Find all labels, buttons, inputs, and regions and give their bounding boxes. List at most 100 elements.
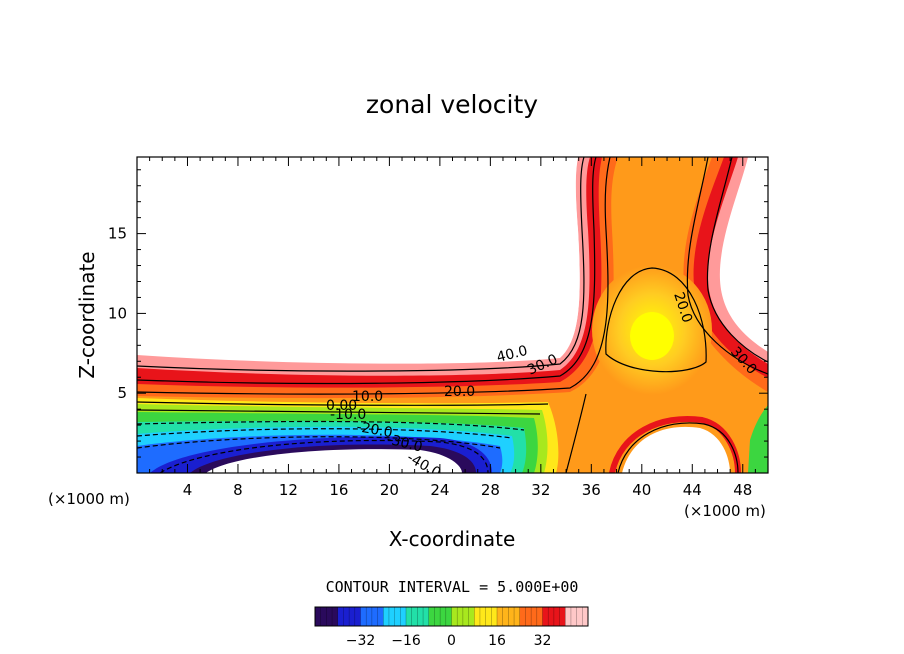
x-tick-label: 16 bbox=[329, 481, 348, 499]
contour-line-neg40 bbox=[159, 439, 489, 473]
colorbar-swatch bbox=[371, 607, 378, 626]
plot-area: 40.0 30.0 20.0 10.0 0.00 -10.0 -20.0 -30… bbox=[137, 157, 768, 473]
colorbar-swatch bbox=[479, 607, 487, 626]
colorbar-swatch bbox=[502, 607, 509, 626]
colorbar-swatch bbox=[434, 607, 441, 626]
contour-line-neg30 bbox=[137, 436, 501, 449]
right-edge-green bbox=[748, 405, 768, 473]
colorbar-swatch bbox=[366, 607, 373, 626]
contour-line-right-30 bbox=[686, 157, 768, 375]
colorbar-tick-label: −32 bbox=[346, 633, 376, 649]
x-tick-label: 32 bbox=[531, 481, 550, 499]
colorbar-swatch bbox=[519, 607, 526, 626]
x-axis: 4 8 12 16 20 24 28 32 36 40 44 48 bbox=[149, 157, 756, 499]
contour-line-mid-20 bbox=[565, 393, 587, 473]
colorbar-swatch bbox=[400, 607, 407, 626]
x-tick-label: 20 bbox=[380, 481, 399, 499]
colorbar-swatch bbox=[337, 607, 344, 626]
x-tick-label: 28 bbox=[481, 481, 500, 499]
jet-band-light-orange bbox=[137, 157, 768, 473]
upper-left-blank bbox=[137, 157, 580, 362]
contour-label: -10.0 bbox=[330, 407, 366, 423]
contour-line-right-40 bbox=[706, 157, 768, 363]
colorbar: −32 −16 0 16 32 bbox=[314, 606, 589, 649]
colorbar-swatch bbox=[445, 607, 452, 626]
colorbar-swatch bbox=[553, 607, 560, 626]
colorbar-swatch bbox=[428, 607, 435, 626]
contour-label: 10.0 bbox=[352, 389, 383, 405]
x-tick-label: 24 bbox=[430, 481, 449, 499]
contour-line-40 bbox=[137, 157, 585, 372]
right-core-blank bbox=[622, 426, 730, 473]
colorbar-swatch bbox=[354, 607, 361, 626]
colorbar-swatch bbox=[451, 607, 458, 626]
contour-line-30 bbox=[137, 157, 597, 385]
x-tick-label: 4 bbox=[183, 481, 193, 499]
colorbar-swatch bbox=[343, 607, 350, 626]
colorbar-swatch bbox=[559, 607, 566, 626]
colorbar-swatch bbox=[377, 607, 384, 626]
chart-title: zonal velocity bbox=[366, 90, 538, 119]
colorbar-swatch bbox=[485, 607, 492, 626]
contour-line-20 bbox=[137, 157, 611, 395]
colorbar-swatch bbox=[411, 607, 418, 626]
colorbar-swatch bbox=[417, 607, 424, 626]
colorbar-swatch bbox=[462, 607, 469, 626]
contour-label: -20.0 bbox=[355, 419, 393, 441]
colorbar-swatch bbox=[536, 607, 543, 626]
y-tick-label: 10 bbox=[108, 304, 127, 322]
x-unit-left: (×1000 m) bbox=[48, 490, 130, 508]
colorbar-swatch bbox=[514, 607, 521, 626]
x-axis-label: X-coordinate bbox=[389, 527, 516, 551]
colorbar-swatch bbox=[468, 607, 475, 626]
colorbar-swatch bbox=[320, 607, 327, 626]
colorbar-swatch bbox=[388, 607, 396, 626]
colorbar-swatch bbox=[315, 607, 322, 626]
colorbar-swatch bbox=[349, 607, 356, 626]
colorbar-swatch bbox=[383, 607, 390, 626]
colorbar-swatch bbox=[406, 607, 413, 626]
colorbar-tick-label: −16 bbox=[391, 633, 421, 649]
colorbar-swatch bbox=[394, 607, 401, 626]
x-tick-label: 8 bbox=[233, 481, 243, 499]
y-axis: 5 10 15 bbox=[108, 169, 768, 458]
colorbar-swatch bbox=[582, 607, 589, 626]
contour-line-core-20 bbox=[605, 267, 707, 373]
colorbar-swatch bbox=[497, 607, 504, 626]
colorbar-swatch bbox=[474, 607, 481, 626]
contour-line-right-lower bbox=[617, 422, 739, 473]
colorbar-swatch bbox=[491, 607, 498, 626]
colorbar-tick-label: 32 bbox=[534, 633, 552, 649]
contour-line-10 bbox=[137, 401, 549, 406]
y-tick-label: 15 bbox=[108, 225, 127, 243]
contour-lines bbox=[137, 157, 768, 473]
y-tick-label: 5 bbox=[117, 384, 127, 402]
jet-core-peak bbox=[630, 312, 674, 360]
colorbar-swatch bbox=[423, 607, 430, 626]
colorbar-swatch bbox=[525, 607, 532, 626]
colorbar-swatch bbox=[326, 607, 333, 626]
colorbar-swatch bbox=[457, 607, 464, 626]
colorbar-swatch bbox=[570, 607, 578, 626]
contour-label: 0.00 bbox=[326, 398, 357, 414]
contour-line-0 bbox=[137, 409, 541, 415]
contour-interval-text: CONTOUR INTERVAL = 5.000E+00 bbox=[326, 578, 579, 596]
colorbar-swatch bbox=[360, 607, 367, 626]
x-tick-label: 40 bbox=[632, 481, 651, 499]
colorbar-swatch bbox=[542, 607, 549, 626]
colorbar-tick-label: 0 bbox=[447, 633, 456, 649]
contour-line-neg20 bbox=[137, 428, 513, 439]
x-tick-label: 48 bbox=[733, 481, 752, 499]
x-tick-label: 44 bbox=[683, 481, 702, 499]
dome-inner-blank bbox=[206, 449, 462, 473]
x-tick-label: 12 bbox=[279, 481, 298, 499]
colorbar-swatch bbox=[531, 607, 538, 626]
colorbar-tick-label: 16 bbox=[488, 633, 506, 649]
colorbar-swatch bbox=[576, 607, 583, 626]
contour-label: 40.0 bbox=[495, 343, 529, 366]
x-unit-right: (×1000 m) bbox=[684, 502, 766, 520]
colorbar-swatch bbox=[508, 607, 515, 626]
x-tick-label: 36 bbox=[582, 481, 601, 499]
colorbar-frame bbox=[314, 606, 589, 627]
